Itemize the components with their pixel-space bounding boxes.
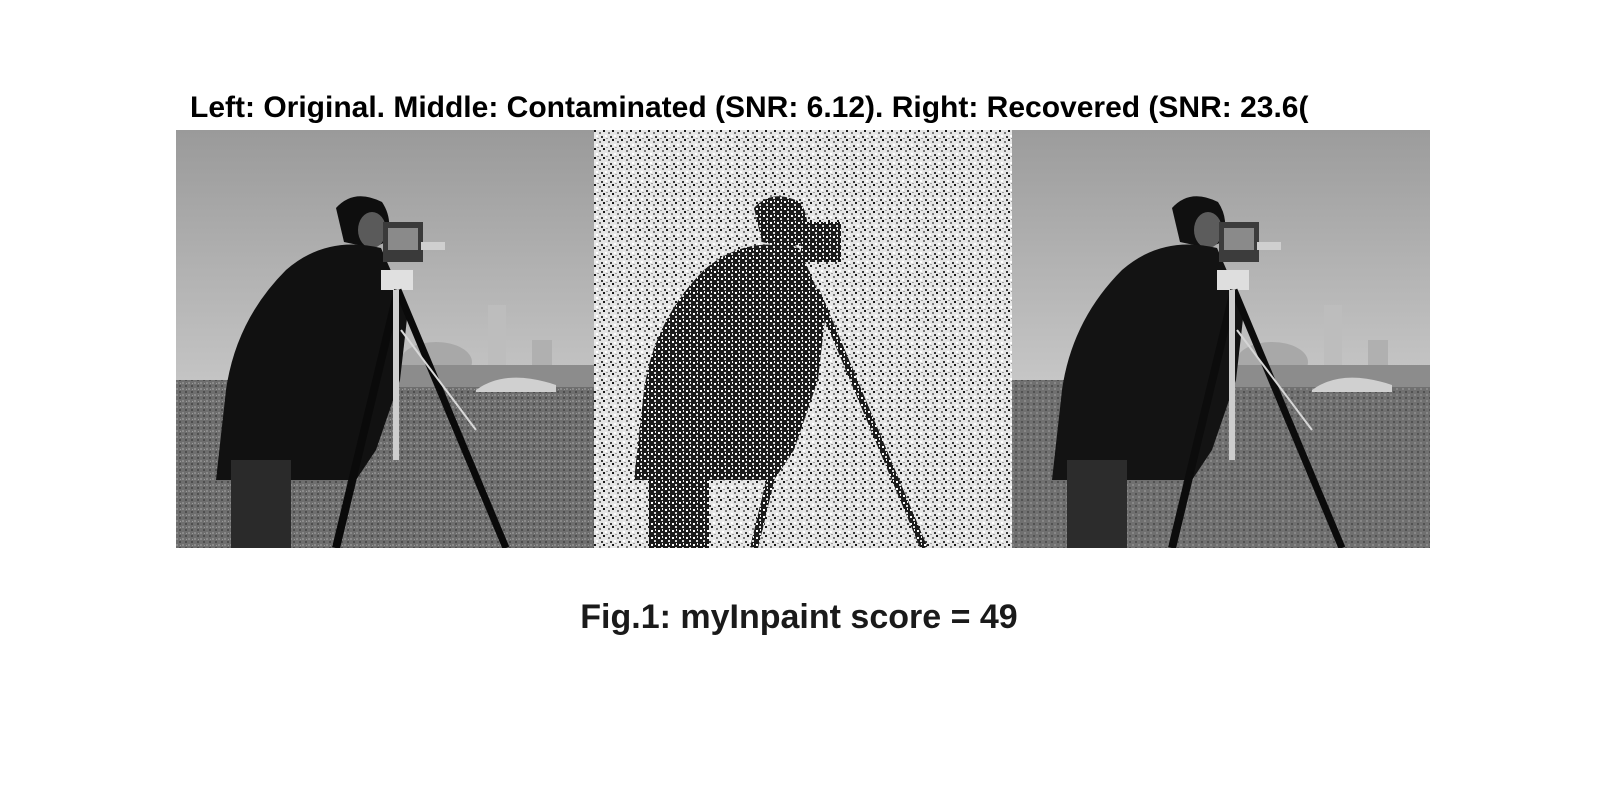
original-image bbox=[176, 130, 594, 548]
image-panels bbox=[176, 130, 1430, 548]
original-image-panel bbox=[176, 130, 594, 548]
contaminated-image-panel bbox=[594, 130, 1012, 548]
figure-caption: Fig.1: myInpaint score = 49 bbox=[580, 598, 1018, 636]
contaminated-image bbox=[594, 130, 1012, 548]
recovered-image bbox=[1012, 130, 1430, 548]
figure-title: Left: Original. Middle: Contaminated (SN… bbox=[190, 91, 1309, 124]
recovered-image-panel bbox=[1012, 130, 1430, 548]
